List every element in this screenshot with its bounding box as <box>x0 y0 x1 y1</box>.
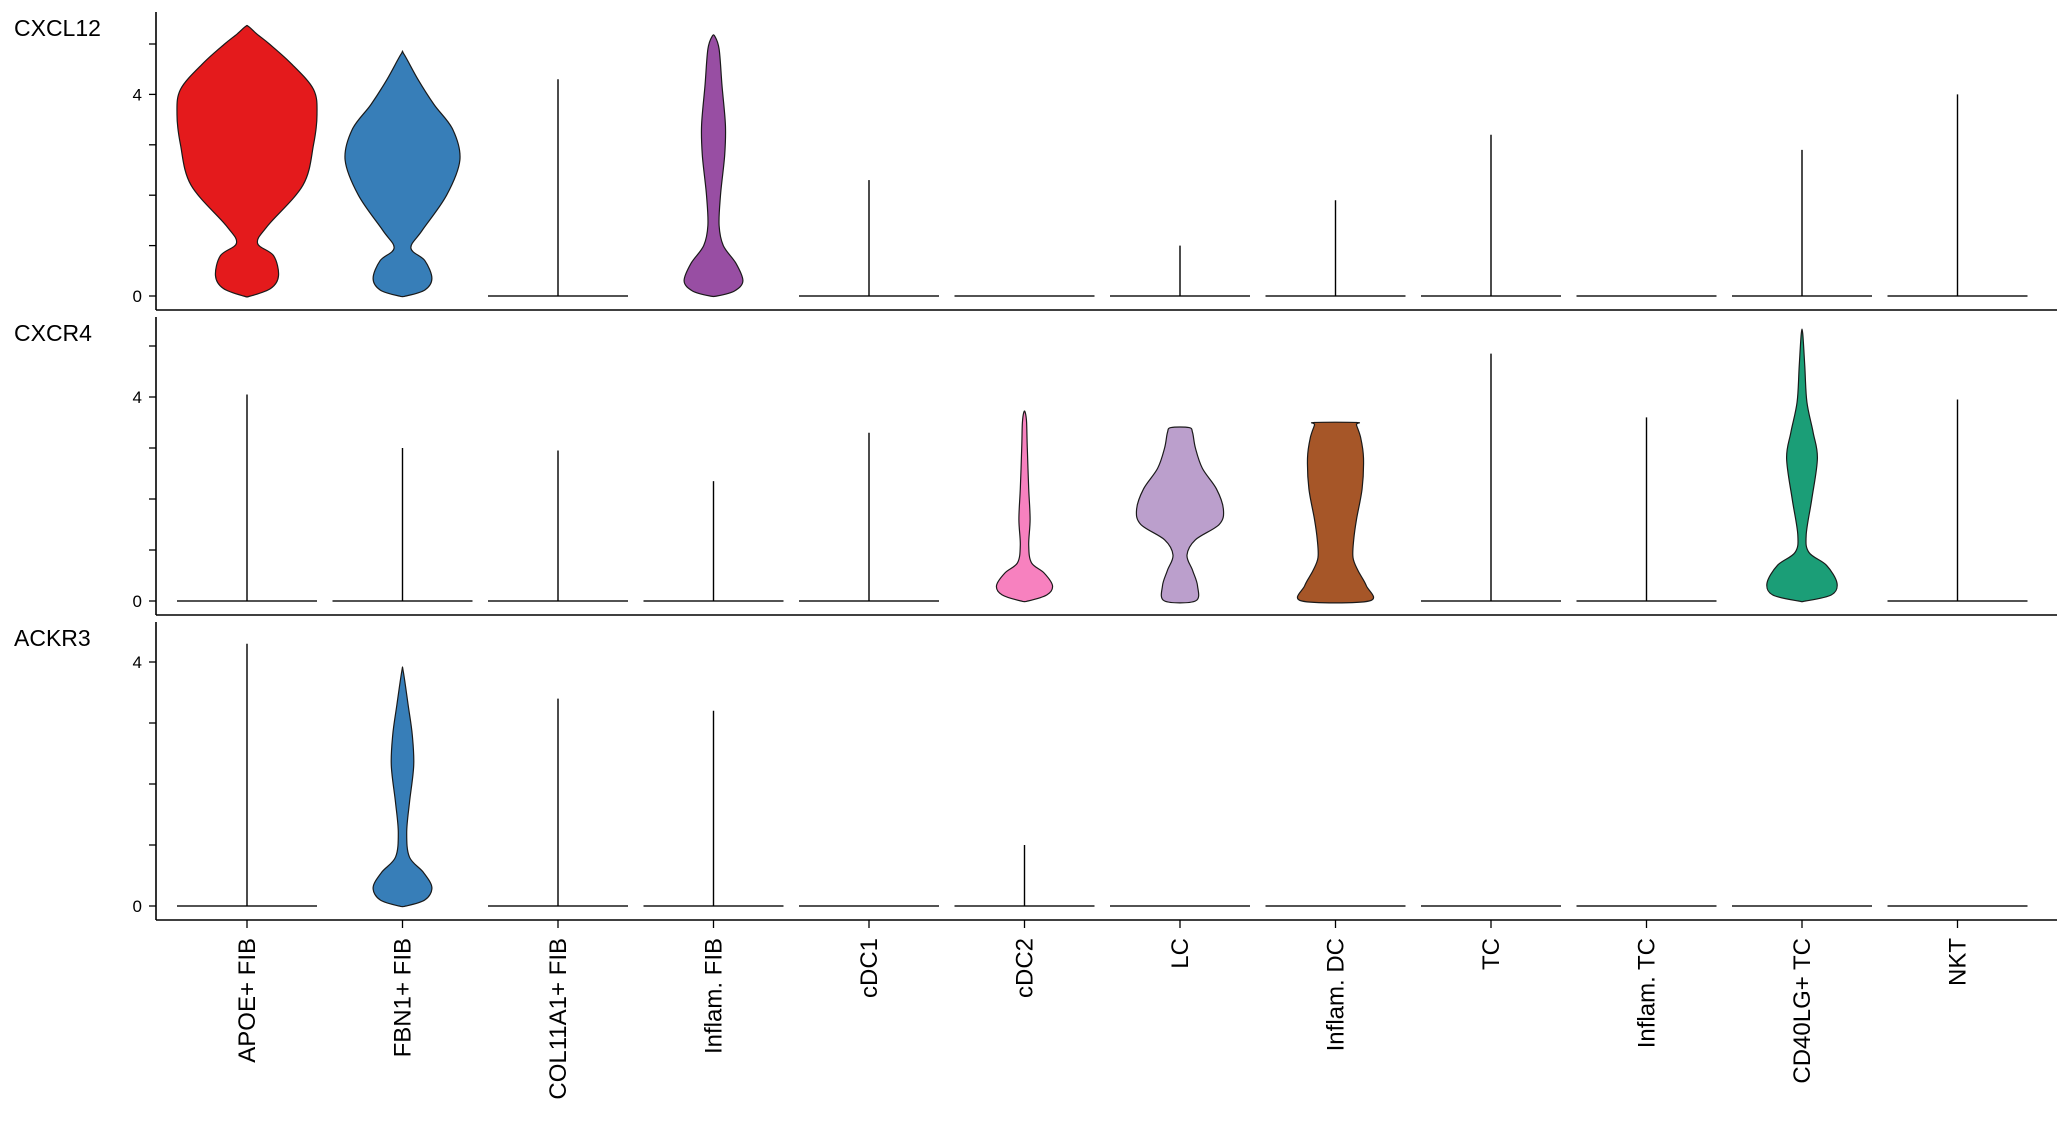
panel-cxcl12: CXCL12 0 4 <box>14 12 2057 311</box>
x-tick-label-cdc1: cDC1 <box>856 938 883 998</box>
violin-body <box>1135 426 1225 604</box>
panel-cxcr4: CXCR4 0 4 <box>14 317 2057 616</box>
gene-label: ACKR3 <box>14 625 91 651</box>
violin-cdc2 <box>954 845 1095 907</box>
violin-col11a1-fib <box>488 698 628 907</box>
violin-apoe-fib <box>177 394 317 602</box>
x-tick-label-nkt: NKT <box>1945 938 1972 986</box>
violin-cdc2 <box>995 410 1054 603</box>
violin-cd40lg-tc <box>1732 149 1872 297</box>
violin-fbn1-fib <box>372 666 433 908</box>
violin-body <box>176 24 318 298</box>
violin-inflam-dc <box>1296 421 1375 604</box>
violin-fbn1-fib <box>344 50 461 298</box>
x-tick-label-inflam-dc: Inflam. DC <box>1323 938 1350 1051</box>
x-axis: APOE+ FIB FBN1+ FIB COL11A1+ FIB Inflam. FI… <box>234 920 1972 1100</box>
gene-label: CXCR4 <box>14 320 92 346</box>
violin-inflam-fib <box>643 481 784 602</box>
x-tick-label-cd40lg-tc: CD40LG+ TC <box>1789 938 1816 1084</box>
y-tick-label: 0 <box>133 897 142 916</box>
x-tick-label-inflam-tc: Inflam. TC <box>1634 938 1661 1048</box>
violin-tc <box>1421 134 1561 297</box>
x-tick-label-col11a1-fib: COL11A1+ FIB <box>545 938 572 1100</box>
panel-ackr3: ACKR3 0 4 <box>14 622 2057 921</box>
y-tick-label: 4 <box>133 388 142 407</box>
x-tick-label-apoe-fib: APOE+ FIB <box>234 938 261 1063</box>
violin-tc <box>1421 353 1561 602</box>
violin-nkt <box>1887 399 2028 602</box>
x-tick-label-fbn1-fib: FBN1+ FIB <box>390 938 417 1057</box>
y-tick-label: 0 <box>133 287 142 306</box>
violin-inflam-tc <box>1576 417 1717 602</box>
x-tick-label-cdc2: cDC2 <box>1012 938 1039 998</box>
violin-col11a1-fib <box>488 79 628 297</box>
violin-lc <box>1110 245 1250 297</box>
y-tick-label: 4 <box>133 653 142 672</box>
y-tick-label: 0 <box>133 592 142 611</box>
violin-col11a1-fib <box>488 450 628 602</box>
violin-inflam-dc <box>1265 200 1406 297</box>
violin-body <box>1296 421 1375 604</box>
x-tick-label-inflam-fib: Inflam. FIB <box>701 938 728 1054</box>
violin-cd40lg-tc <box>1766 328 1838 603</box>
violin-body <box>372 666 433 908</box>
chart-panels: CXCL12 0 4 CXCR4 0 4 ACKR3 0 4 <box>14 12 2057 921</box>
violin-lc <box>1135 426 1225 604</box>
violin-apoe-fib <box>176 24 318 298</box>
violin-body <box>995 410 1054 603</box>
violin-body <box>1766 328 1838 603</box>
violin-nkt <box>1887 94 2028 297</box>
gene-label: CXCL12 <box>14 15 101 41</box>
x-tick-label-lc: LC <box>1167 938 1194 969</box>
violin-apoe-fib <box>177 643 317 907</box>
violin-fbn1-fib <box>332 448 473 602</box>
violin-cdc1 <box>799 432 939 602</box>
x-tick-label-tc: TC <box>1478 938 1505 970</box>
violin-cdc1 <box>799 180 939 297</box>
violin-body <box>683 34 744 298</box>
violin-body <box>344 50 461 298</box>
violin-inflam-fib <box>643 710 784 907</box>
violin-inflam-fib <box>683 34 744 298</box>
y-tick-label: 4 <box>133 85 142 104</box>
